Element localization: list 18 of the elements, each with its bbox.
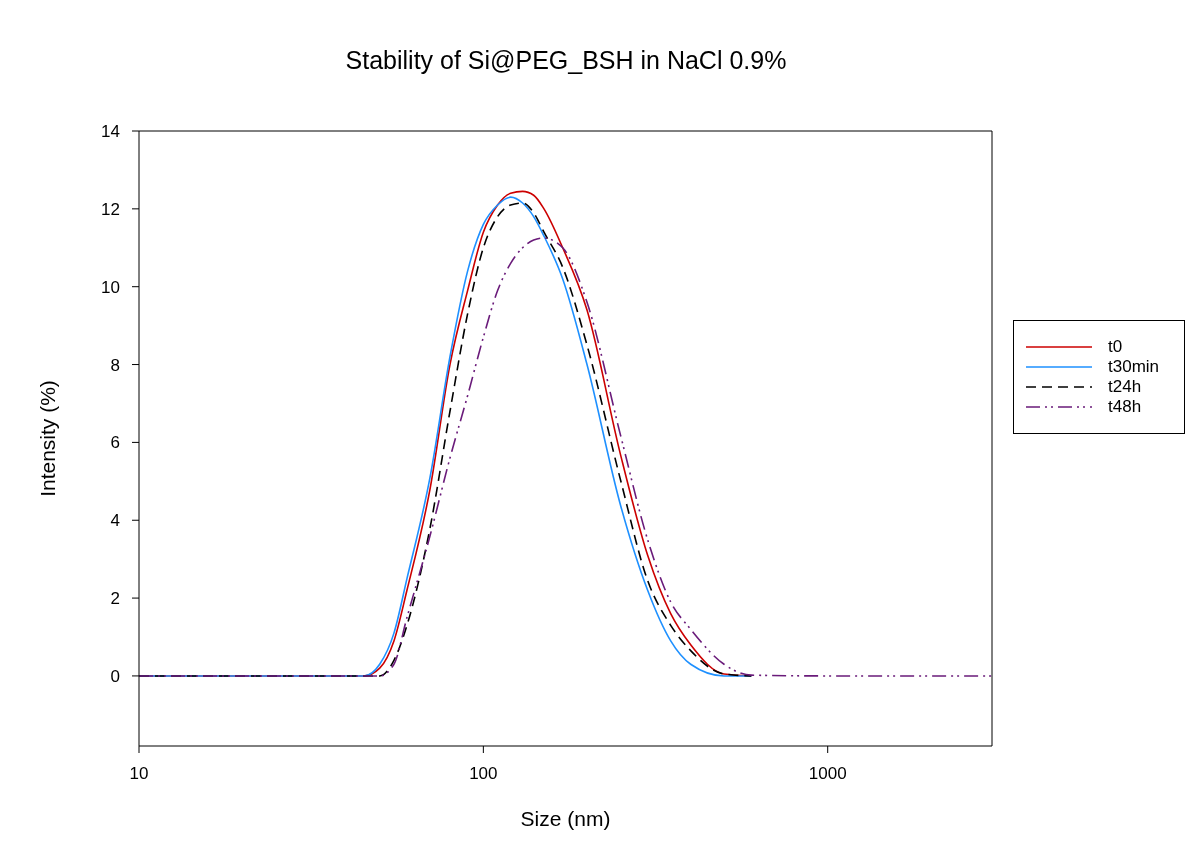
y-tick-label: 0 (110, 666, 120, 686)
y-tick-label: 10 (101, 277, 120, 297)
y-tick-label: 6 (110, 433, 120, 453)
x-tick-label: 1000 (808, 764, 847, 784)
legend-label: t24h (1108, 377, 1142, 397)
chart-title: Stability of Si@PEG_BSH in NaCl 0.9% (344, 46, 788, 75)
y-tick-label: 14 (101, 122, 120, 142)
x-axis-title: Size (nm) (520, 807, 611, 830)
x-tick-label: 10 (129, 764, 149, 784)
y-axis-title: Intensity (%) (36, 380, 60, 497)
x-tick-label: 100 (469, 764, 498, 784)
legend-label: t30min (1108, 357, 1160, 377)
y-tick-label: 2 (110, 589, 120, 609)
legend-label: t0 (1108, 337, 1123, 357)
y-tick-label: 8 (110, 355, 120, 375)
legend-label: t48h (1108, 397, 1142, 417)
y-tick-label: 4 (110, 511, 120, 531)
y-tick-label: 12 (101, 199, 120, 219)
